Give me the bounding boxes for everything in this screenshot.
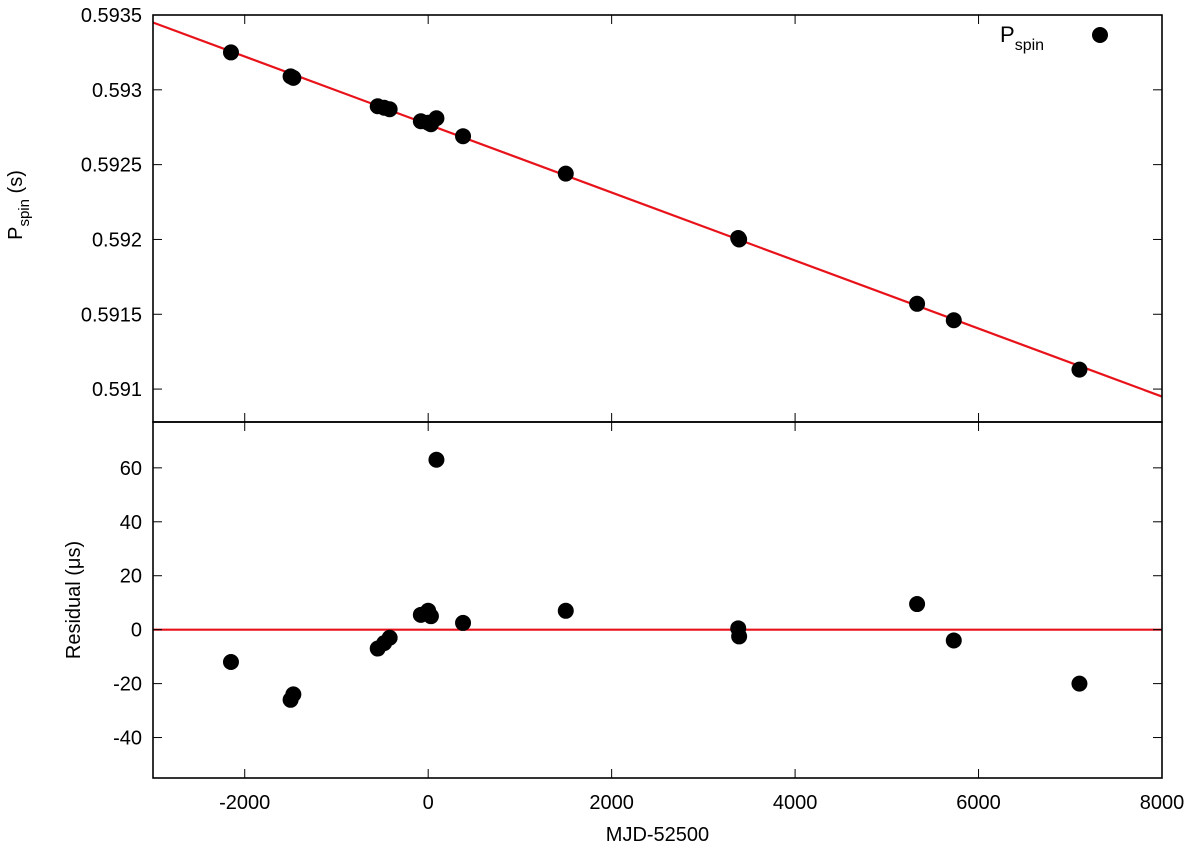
- residual-point-11: [557, 602, 574, 619]
- plot-frames: [152, 14, 1163, 779]
- legend: Pspin: [1000, 22, 1108, 54]
- bottom-ytick-label: 0: [131, 620, 142, 642]
- bottom-plot-frame: [152, 421, 1163, 779]
- top-ylabel-main: P: [5, 227, 27, 240]
- xtick-label: 4000: [773, 792, 818, 814]
- bottom-ytick-label: 40: [120, 512, 142, 534]
- top-panel: 0.591 0.5915 0.592 0.5925 0.593 0.5935 Pspin: [81, 5, 1163, 422]
- top-plot-frame: [152, 14, 1163, 423]
- residual-point-2: [285, 686, 302, 703]
- pspin-point-16: [1071, 361, 1088, 378]
- pspin-point-10: [455, 128, 472, 145]
- legend-label-main: P: [1000, 22, 1015, 47]
- axis-titles: Pspin (s) Residual (μs) MJD-52500: [5, 170, 709, 846]
- bottom-points-layer: [222, 451, 1088, 708]
- xtick-label: -2000: [219, 792, 270, 814]
- bottom-ylabel: Residual (μs): [63, 541, 85, 659]
- bottom-ytick-label: 60: [120, 458, 142, 480]
- top-ytick-label: 0.592: [92, 229, 142, 251]
- bottom-ticks-layer: -40 -20 0 20 40 60 -2000 0 2000 4000 6000 8000: [113, 422, 1184, 814]
- residual-point-16: [1071, 675, 1088, 692]
- top-ylabel-suffix: (s): [5, 170, 27, 199]
- pspin-point-2: [285, 69, 302, 86]
- pspin-point-5: [381, 101, 398, 118]
- top-ytick-label: 0.593: [92, 80, 142, 102]
- top-ylabel-sub: spin: [16, 199, 33, 227]
- pspin-point-9: [428, 110, 445, 127]
- pspin-point-14: [909, 295, 926, 312]
- xtick-label: 0: [423, 792, 434, 814]
- bottom-panel: -40 -20 0 20 40 60 -2000 0 2000 4000 6000 8000: [113, 422, 1184, 814]
- xlabel: MJD-52500: [606, 824, 709, 846]
- top-ytick-label: 0.591: [92, 379, 142, 401]
- residual-point-10: [455, 614, 472, 631]
- bottom-ytick-label: -40: [113, 728, 142, 750]
- xtick-label: 2000: [589, 792, 634, 814]
- residual-point-0: [222, 654, 239, 671]
- pspin-point-11: [557, 165, 574, 182]
- top-ytick-label: 0.5915: [81, 304, 142, 326]
- top-fit-layer: [152, 21, 1163, 398]
- bottom-ytick-label: -20: [113, 674, 142, 696]
- legend-label-sub: spin: [1015, 37, 1044, 54]
- residual-point-13: [731, 628, 748, 645]
- bottom-ytick-label: 20: [120, 566, 142, 588]
- residual-point-8: [422, 608, 439, 625]
- residual-point-15: [945, 632, 962, 649]
- pspin-point-13: [731, 231, 748, 248]
- top-ytick-label: 0.5935: [81, 5, 142, 27]
- top-points-layer: [222, 44, 1088, 378]
- xtick-label: 6000: [956, 792, 1001, 814]
- legend-marker: [1092, 27, 1108, 43]
- top-ticks-layer: 0.591 0.5915 0.592 0.5925 0.593 0.5935: [81, 5, 1163, 422]
- fit-line: [152, 21, 1163, 398]
- residual-point-5: [381, 629, 398, 646]
- pspin-point-0: [222, 44, 239, 61]
- xtick-label: 8000: [1140, 792, 1185, 814]
- legend-label: Pspin: [1000, 22, 1044, 54]
- residual-point-14: [909, 596, 926, 613]
- top-ytick-label: 0.5925: [81, 155, 142, 177]
- top-ylabel: Pspin (s): [5, 170, 33, 240]
- pspin-point-15: [945, 312, 962, 329]
- residual-point-9: [428, 451, 445, 468]
